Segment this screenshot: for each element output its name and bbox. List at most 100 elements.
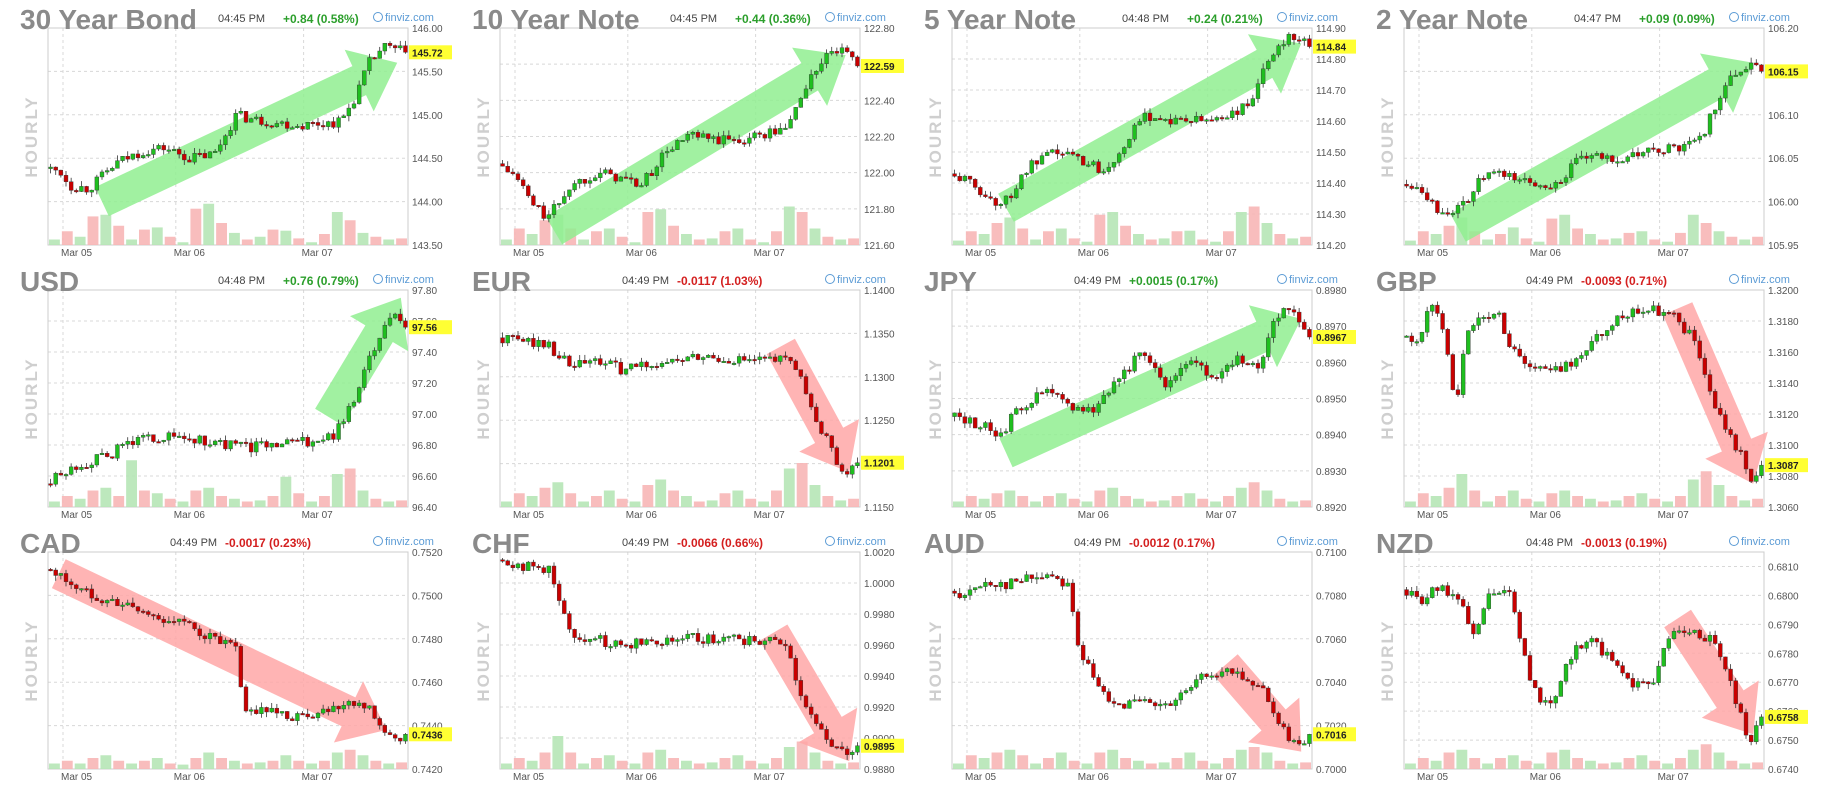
candle-body <box>824 53 829 65</box>
candle-body <box>1635 152 1641 157</box>
volume-bar <box>113 225 125 245</box>
volume-bar <box>1120 496 1131 507</box>
volume-bar <box>100 755 112 769</box>
candle-body <box>228 440 233 450</box>
candle-body <box>742 638 747 646</box>
volume-bar <box>1094 214 1106 245</box>
chart-panel-cad[interactable]: 0.7520 0.7500 0.7480 0.7460 0.7440 0.7420 Mar … <box>0 524 452 786</box>
chart-svg: 122.80122.60122.40122.20122.00121.80121.… <box>474 24 904 259</box>
candle-body <box>274 123 280 128</box>
candle-body <box>274 707 280 714</box>
finviz-link[interactable]: finviz.com <box>373 536 434 548</box>
candle-body <box>1122 703 1127 709</box>
candle-body <box>577 360 582 368</box>
candle-body <box>957 412 962 417</box>
volume-bar <box>1726 760 1738 769</box>
candle-body <box>197 628 202 637</box>
volume-bar <box>1017 755 1029 769</box>
y-tick-label: 0.6800 <box>1768 591 1799 602</box>
candle-body <box>243 111 249 123</box>
candle-body <box>176 618 182 622</box>
plot-frame <box>951 27 1313 246</box>
update-time: 04:48 PM <box>218 275 266 287</box>
volume-bar <box>306 242 317 245</box>
volume-bar <box>783 468 795 507</box>
chart-panel-chf[interactable]: 1.00201.00000.99800.99600.99400.99200.99… <box>452 524 904 786</box>
price-candles <box>500 331 860 479</box>
candle-body <box>1173 117 1178 125</box>
candle-body <box>1702 133 1708 137</box>
y-tick-label: 105.95 <box>1768 241 1799 252</box>
volume-bar <box>1520 498 1532 507</box>
chart-title: NZD <box>1376 528 1434 559</box>
chart-panel-10-year-note[interactable]: 122.80122.60122.40122.20122.00121.80121.… <box>452 0 904 262</box>
volume-bar <box>293 760 305 769</box>
update-time: 04:47 PM <box>1574 13 1622 25</box>
volume-bar <box>1120 758 1131 769</box>
y-tick-label: 121.80 <box>864 205 895 216</box>
candle-body <box>1302 321 1307 330</box>
candle-body <box>850 751 855 755</box>
candle-body <box>757 641 762 645</box>
y-tick-label: 97.20 <box>412 379 437 390</box>
chart-panel-2-year-note[interactable]: 106.20 106.15 106.10 106.05 106.00 105.95 Mar … <box>1356 0 1808 262</box>
chart-panel-30-year-bond[interactable]: 146.00 145.50 145.00 144.50 144.00 143.50 Mar … <box>0 0 452 262</box>
volume-bar <box>357 232 369 245</box>
candle-body <box>1604 155 1610 159</box>
volume-bar <box>61 760 73 769</box>
candle-body <box>1599 153 1605 159</box>
candle-body <box>772 636 778 640</box>
candle-body <box>1563 361 1569 372</box>
candle-body <box>551 204 557 215</box>
candle-body <box>515 335 521 340</box>
candle-body <box>218 144 223 152</box>
chart-panel-5-year-note[interactable]: 114.90 114.80 114.70 114.60 114.50 114.40 114.… <box>904 0 1356 262</box>
candle-body <box>254 116 259 119</box>
finviz-link[interactable]: finviz.com <box>825 12 886 24</box>
finviz-link[interactable]: finviz.com <box>1277 274 1338 286</box>
candle-body <box>1723 656 1728 670</box>
finviz-link[interactable]: finviz.com <box>825 274 886 286</box>
candle-body <box>233 642 238 647</box>
chart-panel-gbp[interactable]: 1.3200 1.3180 1.3160 1.3140 1.3120 1.3100 1.30… <box>1356 262 1808 524</box>
y-tick-label: 0.9880 <box>864 765 895 776</box>
candle-body <box>1517 611 1522 639</box>
candle-body <box>1610 651 1615 661</box>
volume-bar <box>1456 749 1468 769</box>
candle-body <box>336 423 341 440</box>
chart-panel-aud[interactable]: 0.7100 0.7080 0.7060 0.7040 0.7020 0.7000 Mar … <box>904 524 1356 786</box>
chart-panel-nzd[interactable]: 0.68100.68000.67900.67800.67700.67600.67… <box>1356 524 1808 786</box>
chart-panel-usd[interactable]: 97.8097.6097.4097.2097.0096.8096.6096.40… <box>0 262 452 524</box>
volume-bars <box>953 206 1311 245</box>
finviz-link[interactable]: finviz.com <box>1729 274 1790 286</box>
y-tick-label: 0.8930 <box>1316 467 1347 478</box>
candle-body <box>300 713 305 716</box>
candle-body <box>1522 638 1528 656</box>
candle-body <box>94 597 100 601</box>
finviz-link[interactable]: finviz.com <box>373 274 434 286</box>
candle-body <box>618 361 624 375</box>
volume-bar <box>1726 496 1738 507</box>
volume-bar <box>370 236 382 245</box>
candle-body <box>1091 663 1096 678</box>
volume-bar <box>771 231 782 245</box>
candle-body <box>295 439 300 442</box>
finviz-link[interactable]: finviz.com <box>1729 536 1790 548</box>
candle-body <box>1152 362 1158 368</box>
finviz-link[interactable]: finviz.com <box>1277 12 1338 24</box>
volume-bars <box>1405 744 1763 769</box>
candle-body <box>1245 679 1250 682</box>
finviz-link[interactable]: finviz.com <box>373 12 434 24</box>
finviz-link[interactable]: finviz.com <box>1729 12 1790 24</box>
candle-body <box>1065 151 1070 155</box>
finviz-link[interactable]: finviz.com <box>1277 536 1338 548</box>
finviz-link[interactable]: finviz.com <box>825 536 886 548</box>
volume-bar <box>1107 487 1119 507</box>
candle-body <box>99 171 105 178</box>
candle-body <box>233 440 238 444</box>
chart-panel-jpy[interactable]: 0.8980 0.8970 0.8960 0.8950 0.8940 0.8930 0.89… <box>904 262 1356 524</box>
y-tick-label: 106.05 <box>1768 154 1799 165</box>
volume-bar <box>1649 498 1661 507</box>
volume-bar <box>706 238 718 245</box>
chart-panel-eur[interactable]: 1.14001.13501.13001.12501.12001.1150Mar … <box>452 262 904 524</box>
